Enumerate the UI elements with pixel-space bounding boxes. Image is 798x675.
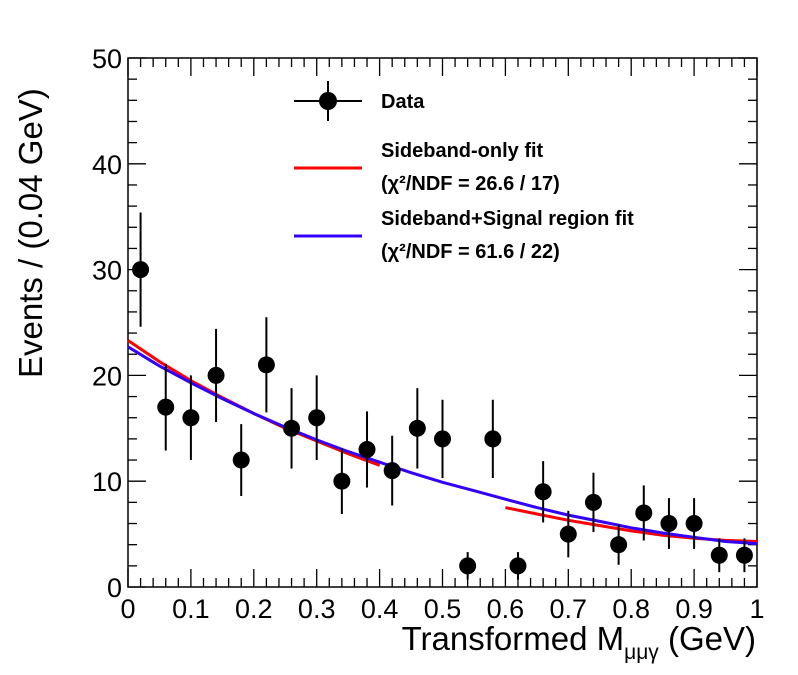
y-tick-label: 0 — [107, 573, 122, 603]
data-marker — [509, 557, 527, 575]
data-point — [182, 375, 200, 461]
legend-label-data: Data — [381, 91, 425, 113]
data-marker — [635, 504, 653, 522]
data-marker — [534, 483, 552, 501]
y-axis-title: Events / (0.04 GeV) — [12, 88, 49, 378]
legend: Data Sideband-only fit (χ²/NDF = 26.6 / … — [294, 81, 634, 263]
data-marker — [660, 515, 678, 533]
data-marker — [434, 430, 451, 448]
data-marker — [735, 546, 753, 564]
x-tick-label: 0.2 — [235, 594, 273, 624]
data-point — [660, 498, 678, 549]
legend-entry-signal-fit: Sideband+Signal region fit (χ²/NDF = 61.… — [294, 208, 634, 263]
data-point — [610, 524, 628, 565]
data-point — [484, 399, 502, 479]
data-point — [685, 498, 703, 549]
y-tick-label: 10 — [92, 467, 122, 497]
x-tick-label: 0.9 — [675, 594, 713, 624]
x-axis-title: Transformed Mμμγ (GeV) — [402, 620, 756, 664]
data-points — [132, 212, 753, 580]
x-tick-label: 0.3 — [298, 594, 336, 624]
data-point — [207, 328, 225, 422]
data-point — [408, 388, 426, 469]
legend-entry-sideband-fit: Sideband-only fit (χ²/NDF = 26.6 / 17) — [294, 140, 560, 195]
data-marker — [383, 462, 401, 480]
x-axis-title-unit: (GeV) — [659, 620, 756, 657]
x-axis-title-main: Transformed M — [402, 620, 625, 657]
x-tick-label: 0.1 — [172, 594, 210, 624]
data-point — [157, 363, 175, 451]
x-tick-label: 0.4 — [361, 594, 399, 624]
y-tick-label: 40 — [92, 150, 122, 180]
data-marker — [358, 440, 376, 458]
x-tick-label: 0.7 — [550, 594, 588, 624]
data-point — [434, 399, 451, 479]
data-marker — [283, 419, 301, 437]
data-point — [132, 212, 150, 327]
legend-entry-data: Data — [294, 81, 425, 121]
legend-chi2-signal-fit: (χ²/NDF = 61.6 / 22) — [381, 241, 560, 263]
fit-lines — [127, 339, 758, 546]
data-marker — [257, 356, 275, 374]
data-point — [383, 435, 401, 506]
legend-chi2-sideband-fit: (χ²/NDF = 26.6 / 17) — [381, 173, 560, 195]
data-marker — [459, 557, 477, 575]
data-point — [333, 448, 351, 514]
x-tick-label: 1 — [749, 594, 764, 624]
data-marker — [207, 366, 225, 384]
data-marker — [559, 525, 577, 543]
x-tick-label: 0.5 — [424, 594, 462, 624]
legend-label-sideband-fit: Sideband-only fit — [381, 140, 544, 162]
data-point — [534, 461, 552, 523]
data-marker — [710, 546, 728, 564]
data-marker — [308, 409, 326, 427]
data-point — [358, 411, 376, 488]
axis-ticks — [127, 57, 758, 588]
data-point — [509, 552, 527, 580]
data-marker — [157, 398, 175, 416]
y-tick-label: 30 — [92, 256, 122, 286]
data-point — [635, 485, 653, 541]
data-point — [257, 317, 275, 413]
y-tick-label: 20 — [92, 361, 122, 391]
data-point — [283, 388, 301, 469]
data-point — [710, 538, 728, 573]
data-point — [584, 472, 602, 532]
data-point — [308, 375, 326, 461]
y-tick-label: 50 — [92, 44, 122, 74]
data-marker — [610, 536, 628, 554]
data-marker — [132, 261, 150, 279]
data-marker — [408, 419, 426, 437]
data-point — [459, 552, 477, 580]
data-marker — [333, 472, 351, 490]
x-tick-label: 0 — [120, 594, 135, 624]
legend-label-signal-fit: Sideband+Signal region fit — [381, 208, 634, 230]
data-marker — [182, 409, 200, 427]
data-marker — [685, 515, 703, 533]
x-tick-label: 0.8 — [612, 594, 650, 624]
signal-fit-line — [127, 345, 758, 546]
data-marker — [232, 451, 250, 469]
data-point — [559, 510, 577, 558]
plot-frame — [127, 57, 758, 588]
data-point — [735, 538, 753, 573]
data-marker — [584, 493, 602, 511]
x-tick-label: 0.6 — [487, 594, 525, 624]
data-point — [232, 424, 250, 497]
data-marker — [484, 430, 502, 448]
legend-data-marker — [319, 92, 337, 110]
x-axis-title-subscript: μμγ — [624, 641, 659, 664]
